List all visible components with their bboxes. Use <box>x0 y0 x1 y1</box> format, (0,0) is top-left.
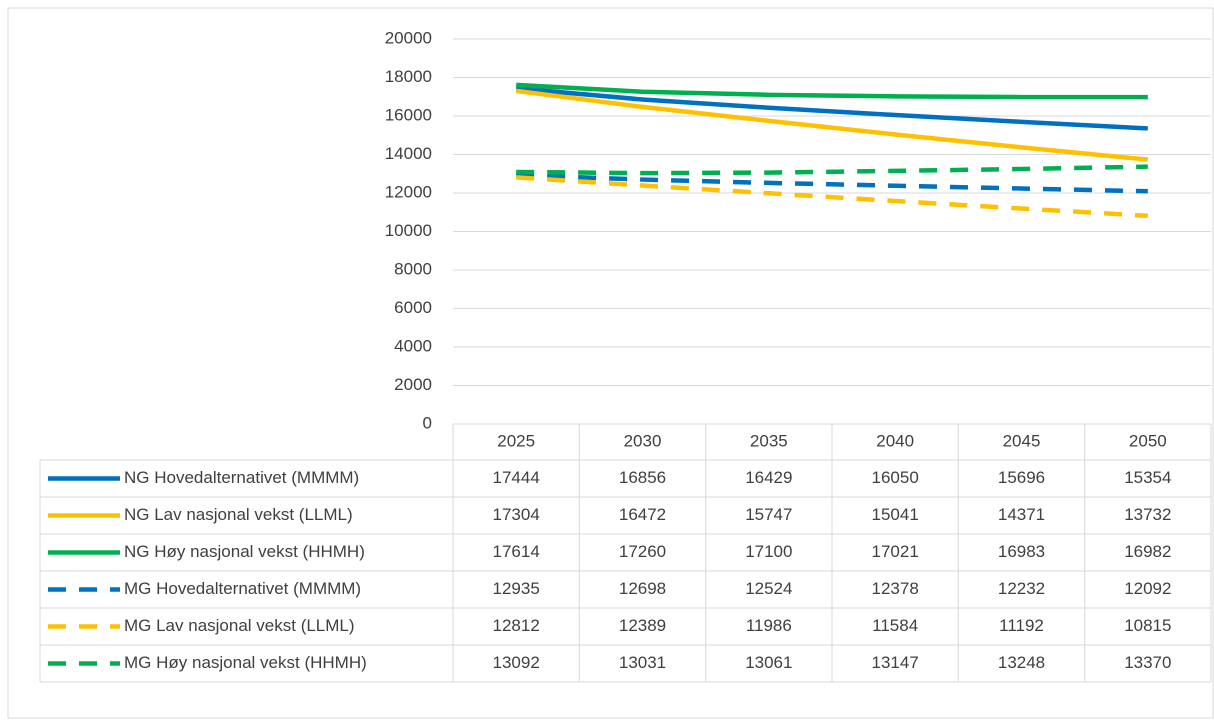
chart-frame <box>7 7 1214 719</box>
legend-label: NG Høy nasjonal vekst (HHMH) <box>124 542 365 561</box>
y-tick-label: 18000 <box>385 67 432 86</box>
table-cell: 12524 <box>745 579 792 598</box>
series-line <box>516 164 1148 176</box>
legend-label: NG Lav nasjonal vekst (LLML) <box>124 505 353 524</box>
x-tick-label: 2050 <box>1129 431 1167 450</box>
legend-label: MG Høy nasjonal vekst (HHMH) <box>124 653 367 672</box>
x-tick-label: 2040 <box>876 431 914 450</box>
table-cell: 12935 <box>493 579 540 598</box>
y-tick-label: 4000 <box>394 336 432 355</box>
table-cell: 13092 <box>493 653 540 672</box>
table-cell: 16050 <box>872 468 919 487</box>
table-cell: 12698 <box>619 579 666 598</box>
series-line <box>516 172 1148 194</box>
x-tick-label: 2035 <box>750 431 788 450</box>
series-line <box>515 85 1148 131</box>
x-tick-label: 2030 <box>624 431 662 450</box>
table-cell: 16472 <box>619 505 666 524</box>
table-cell: 11192 <box>999 616 1044 635</box>
y-tick-label: 6000 <box>394 298 432 317</box>
table-cell: 12389 <box>619 616 666 635</box>
table-cell: 17260 <box>619 542 666 561</box>
x-tick-label: 2025 <box>497 431 535 450</box>
table-cell: 15354 <box>1124 468 1171 487</box>
y-tick-label: 12000 <box>385 182 432 201</box>
table-cell: 16429 <box>745 468 792 487</box>
table-cell: 10815 <box>1124 616 1171 635</box>
table-cell: 12378 <box>872 579 919 598</box>
table-cell: 13248 <box>998 653 1045 672</box>
table-cell: 12232 <box>998 579 1045 598</box>
table-cell: 14371 <box>998 505 1045 524</box>
legend-label: NG Hovedalternativet (MMMM) <box>124 468 359 487</box>
table-cell: 15041 <box>872 505 919 524</box>
table-cell: 12092 <box>1124 579 1171 598</box>
table-cell: 15696 <box>998 468 1045 487</box>
y-tick-label: 0 <box>423 413 432 432</box>
table-cell: 17304 <box>493 505 540 524</box>
table-cell: 13061 <box>745 653 792 672</box>
y-tick-label: 2000 <box>394 375 432 394</box>
series-line <box>515 88 1149 162</box>
table-cell: 13147 <box>872 653 919 672</box>
y-tick-label: 14000 <box>385 144 432 163</box>
y-tick-label: 8000 <box>394 259 432 278</box>
table-cell: 17614 <box>493 542 540 561</box>
table-cell: 15747 <box>745 505 792 524</box>
table-cell: 13031 <box>619 653 666 672</box>
table-cell: 16983 <box>998 542 1045 561</box>
legend-label: MG Lav nasjonal vekst (LLML) <box>124 616 355 635</box>
series-line <box>516 82 1148 100</box>
table-cell: 13732 <box>1124 505 1171 524</box>
y-tick-label: 20000 <box>385 28 432 47</box>
table-cell: 16982 <box>1124 542 1171 561</box>
y-tick-label: 16000 <box>385 105 432 124</box>
table-cell: 11584 <box>872 616 918 635</box>
x-tick-label: 2045 <box>1003 431 1041 450</box>
table-cell: 17444 <box>493 468 540 487</box>
series-line <box>516 175 1148 219</box>
table-cell: 16856 <box>619 468 666 487</box>
table-cell: 11986 <box>746 616 792 635</box>
table-cell: 17100 <box>745 542 792 561</box>
table-cell: 13370 <box>1124 653 1171 672</box>
table-cell: 12812 <box>493 616 540 635</box>
table-cell: 17021 <box>872 542 919 561</box>
legend-label: MG Hovedalternativet (MMMM) <box>124 579 361 598</box>
y-tick-label: 10000 <box>385 221 432 240</box>
